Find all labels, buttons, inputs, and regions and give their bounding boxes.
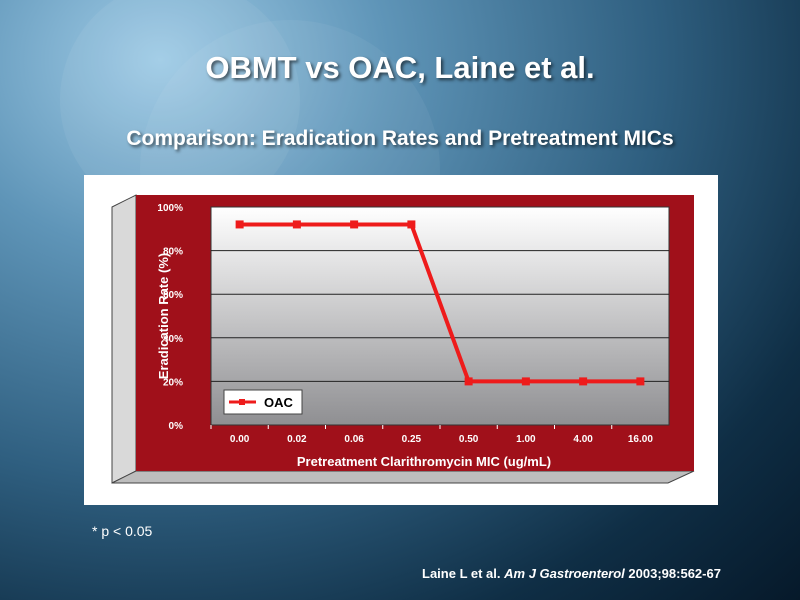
- legend-label: OAC: [264, 395, 294, 410]
- slide-subtitle: Comparison: Eradication Rates and Pretre…: [126, 127, 674, 150]
- plot-area: [210, 206, 670, 426]
- x-tick-label: 0.50: [459, 434, 479, 445]
- citation-journal: Am J Gastroenterol: [504, 566, 625, 581]
- data-point: [350, 220, 359, 229]
- data-point: [636, 377, 645, 386]
- data-point: [521, 377, 530, 386]
- chart-side-wall: [111, 194, 137, 484]
- y-axis-label: Eradication Rate (%): [156, 253, 171, 379]
- y-tick-label: 40%: [163, 334, 183, 345]
- data-point: [464, 377, 473, 386]
- x-tick-label: 0.06: [344, 434, 364, 445]
- citation-details: 2003;98:562-67: [628, 566, 721, 581]
- citation-authors: Laine L et al.: [422, 566, 501, 581]
- y-tick-label: 0%: [169, 421, 184, 432]
- footnote: * p < 0.05: [92, 523, 153, 539]
- data-point: [407, 220, 416, 229]
- x-tick-label: 1.00: [516, 434, 536, 445]
- x-tick-label: 4.00: [573, 434, 593, 445]
- y-tick-label: 60%: [163, 290, 183, 301]
- data-point: [235, 220, 244, 229]
- citation: Laine L et al. Am J Gastroenterol 2003;9…: [422, 565, 782, 583]
- y-tick-label: 80%: [163, 247, 183, 258]
- legend-marker: [239, 399, 245, 405]
- x-tick-label: 0.00: [230, 434, 250, 445]
- eradication-chart: 0% 20% 40% 60% 80% 100% 0.00 0.02 0.06 0.25 0.50 1…: [111, 194, 695, 484]
- x-tick-label: 0.02: [287, 434, 307, 445]
- data-point: [579, 377, 588, 386]
- chart-panel: 0% 20% 40% 60% 80% 100% 0.00 0.02 0.06 0.25 0.50 1…: [84, 175, 718, 505]
- x-tick-label: 0.25: [402, 434, 422, 445]
- data-point: [292, 220, 301, 229]
- legend: OAC: [223, 389, 303, 415]
- y-tick-label: 100%: [157, 203, 183, 214]
- x-tick-label: 16.00: [628, 434, 653, 445]
- y-tick-label: 20%: [163, 377, 183, 388]
- x-axis-label: Pretreatment Clarithromycin MIC (ug/mL): [297, 454, 551, 469]
- series-line-oac: [239, 222, 641, 384]
- chart-floor: [111, 470, 695, 484]
- slide-title: OBMT vs OAC, Laine et al.: [205, 50, 595, 85]
